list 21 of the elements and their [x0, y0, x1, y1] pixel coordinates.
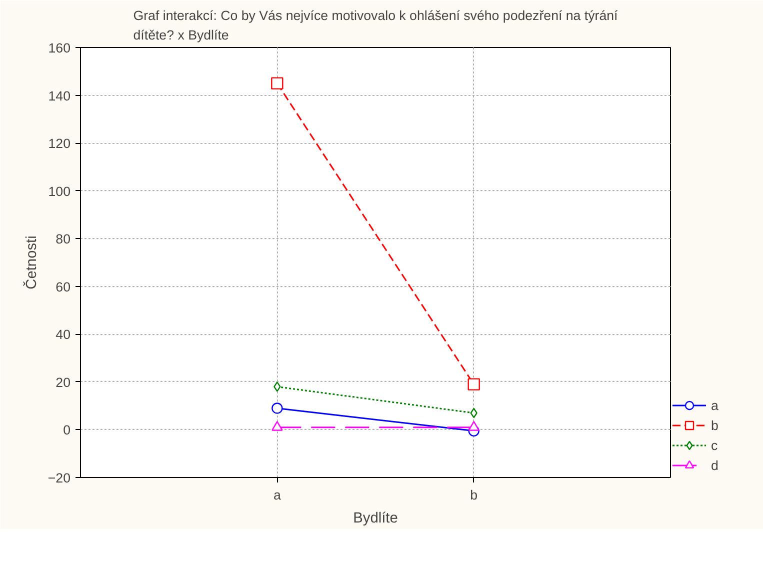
- y-tick-label: 60: [56, 279, 71, 294]
- y-tick-label: 40: [56, 327, 71, 342]
- point: [468, 378, 480, 390]
- y-tick-label: 120: [48, 136, 71, 152]
- legend-label: d: [711, 458, 720, 472]
- y-tick-label: 80: [56, 232, 71, 247]
- y-tick-label: 100: [48, 184, 71, 199]
- y-axis-title: Četnosti: [22, 236, 40, 290]
- y-tick-label: −20: [48, 470, 70, 486]
- legend-label: c: [711, 438, 719, 452]
- point: [272, 402, 283, 414]
- y-tick-label: 0: [63, 422, 71, 438]
- y-tick-label: 20: [56, 374, 71, 390]
- legend-label: b: [711, 418, 720, 432]
- y-tick-label: 140: [48, 88, 71, 104]
- point: [274, 382, 281, 392]
- x-axis-title: Bydlíte: [353, 510, 398, 526]
- chart-title: Graf interakcí: Co by Vás nejvíce motivovalo k ohlášení svého podezření na týrání dítěte? x Bydlíte: [133, 8, 618, 42]
- legend-label: a: [711, 398, 720, 412]
- y-tick-label: 160: [48, 40, 71, 56]
- point: [271, 77, 284, 90]
